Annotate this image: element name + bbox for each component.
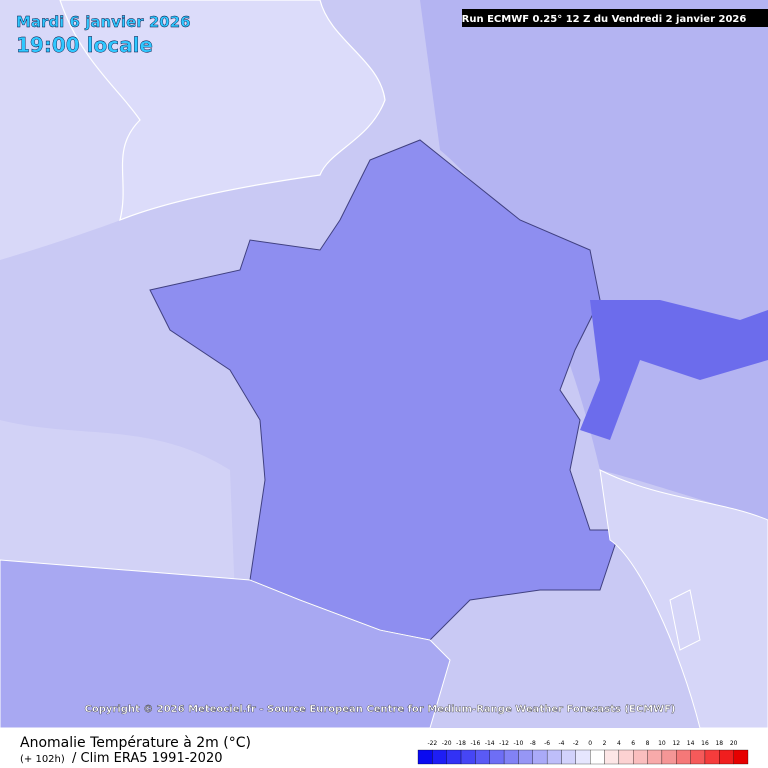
legend-tick: 12 xyxy=(672,740,680,747)
footer-title: Anomalie Température à 2m (°C) xyxy=(20,735,251,751)
legend-tick: -6 xyxy=(544,740,550,747)
forecast-time: 19:00 locale xyxy=(16,33,153,57)
corsica xyxy=(669,589,701,651)
color-cell xyxy=(446,749,462,765)
color-cell xyxy=(546,749,562,765)
legend-tick: 14 xyxy=(687,740,695,747)
forecast-date: Mardi 6 janvier 2026 xyxy=(16,13,191,31)
colorbar: -22 -20 -18 -16 -14 -12 -10 -8 -6 -4 -2 0 2 4 6 8 10 12 14… xyxy=(417,740,749,765)
legend-tick: 8 xyxy=(646,740,650,747)
color-cell xyxy=(618,749,634,765)
color-cell xyxy=(489,749,505,765)
legend-tick: -20 xyxy=(442,740,452,747)
color-cell xyxy=(719,749,734,765)
footer-clim: / Clim ERA5 1991-2020 xyxy=(72,751,222,766)
legend-tick: 20 xyxy=(730,740,738,747)
color-cell xyxy=(704,749,720,765)
legend-tick: 0 xyxy=(588,740,592,747)
color-cell xyxy=(532,749,548,765)
legend-tick: 6 xyxy=(631,740,635,747)
legend-tick: 4 xyxy=(617,740,621,747)
legend-tick: -18 xyxy=(456,740,466,747)
legend-tick: 16 xyxy=(701,740,709,747)
copyright: Copyright © 2026 Meteociel.fr - Source E… xyxy=(85,704,676,715)
color-cell xyxy=(647,749,663,765)
germany-swiss xyxy=(420,0,768,520)
legend-tick: -12 xyxy=(499,740,509,747)
color-cell xyxy=(733,749,749,765)
footer-lead: (+ 102h) xyxy=(20,754,65,765)
legend-tick: 18 xyxy=(715,740,723,747)
legend-tick: -14 xyxy=(485,740,495,747)
color-cell xyxy=(518,749,533,765)
france xyxy=(149,139,621,641)
color-cell xyxy=(575,749,591,765)
run-info: Run ECMWF 0.25° 12 Z du Vendredi 2 janvi… xyxy=(462,14,747,25)
legend-tick: -16 xyxy=(470,740,480,747)
color-cell xyxy=(432,749,447,765)
color-cell xyxy=(475,749,490,765)
color-cell xyxy=(503,749,519,765)
color-cell xyxy=(661,749,677,765)
color-cell xyxy=(633,749,648,765)
legend-tick: 10 xyxy=(658,740,666,747)
color-cell xyxy=(460,749,476,765)
run-box xyxy=(462,9,768,27)
great-britain xyxy=(59,0,386,221)
legend-tick: -4 xyxy=(558,740,564,747)
color-cell xyxy=(561,749,576,765)
legend-tick: -10 xyxy=(514,740,524,747)
legend-tick: 2 xyxy=(603,740,607,747)
color-cell xyxy=(604,749,620,765)
color-cell xyxy=(676,749,691,765)
legend-tick: -8 xyxy=(530,740,536,747)
color-cell xyxy=(417,749,433,765)
color-cell xyxy=(690,749,706,765)
iberia xyxy=(0,559,451,729)
legend-tick: -2 xyxy=(573,740,579,747)
legend-tick: -22 xyxy=(427,740,437,747)
color-cell xyxy=(590,749,605,765)
alps xyxy=(580,300,768,440)
